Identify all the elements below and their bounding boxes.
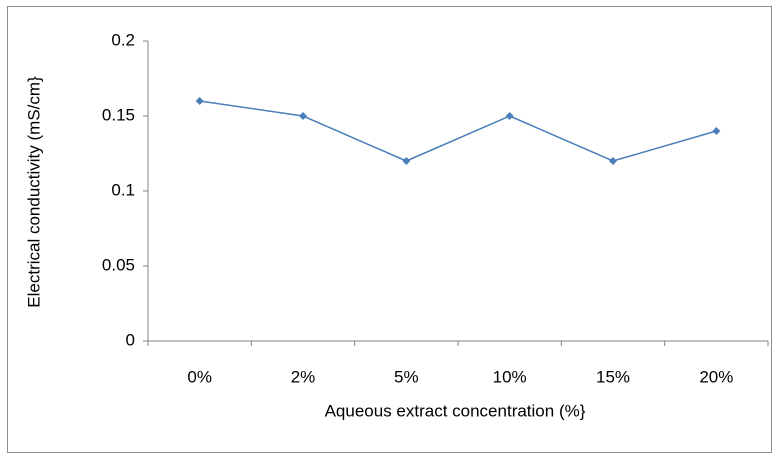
marker [712,127,721,135]
marker [609,157,617,165]
x-tick-label: 2% [291,367,316,386]
x-tick-label: 15% [596,367,630,386]
marker [195,97,204,105]
marker [299,112,307,120]
x-tick-label: 10% [493,367,527,386]
chart-frame [7,6,772,453]
y-tick-label: 0.05 [102,255,135,274]
y-axis-label: Electrical conductivity (mS/cm} [24,76,43,308]
line [199,100,717,162]
x-tick-label: 5% [394,367,419,386]
y-tick-label: 0 [126,330,135,349]
x-tick-label: 0% [187,367,212,386]
y-tick-label: 0.2 [111,30,135,49]
y-tick-label: 0.15 [102,105,135,124]
marker [505,112,514,120]
x-axis-label: Aqueous extract concentration (%} [325,401,586,420]
y-tick-label: 0.1 [111,180,135,199]
x-tick-label: 20% [699,367,733,386]
marker [402,157,411,165]
